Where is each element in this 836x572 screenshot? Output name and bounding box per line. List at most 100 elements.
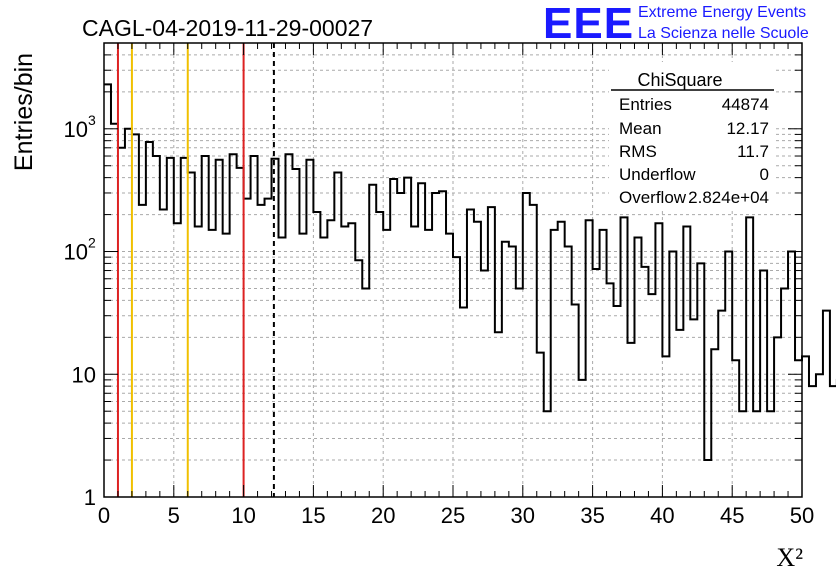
histogram-bin — [558, 222, 565, 497]
histogram-bin — [781, 288, 788, 497]
y-tick-label-1000: 10 — [64, 117, 88, 142]
histogram-bin — [411, 226, 418, 497]
histogram-bin — [334, 173, 341, 497]
histogram-bin — [383, 230, 390, 497]
histogram-bin — [628, 343, 635, 497]
reference-lines-layer — [116, 43, 275, 497]
x-tick-label-40: 40 — [650, 503, 674, 528]
histogram-bin — [223, 234, 230, 497]
stats-label-rms: RMS — [619, 142, 657, 161]
histogram-bin — [614, 306, 621, 497]
eee-logo: EEE — [543, 0, 635, 48]
histogram-bin — [160, 209, 167, 497]
histogram-bin — [230, 154, 237, 497]
histogram-bin — [551, 230, 558, 497]
chart-title: CAGL-04-2019-11-29-00027 — [82, 15, 373, 41]
x-tick-label-20: 20 — [371, 503, 395, 528]
histogram-bin — [697, 263, 704, 497]
histogram-bin — [237, 168, 244, 497]
x-axis-label: X² — [776, 543, 803, 572]
histogram-bin — [341, 226, 348, 497]
x-tick-label-10: 10 — [231, 503, 255, 528]
histogram-bin — [418, 183, 425, 497]
histogram-bin — [509, 246, 516, 497]
histogram-bin — [530, 205, 537, 497]
histogram-bin — [188, 173, 195, 497]
histogram-bin — [244, 199, 251, 497]
stats-label-overflow: Overflow — [619, 188, 687, 207]
histogram-bin — [460, 307, 467, 497]
y-tick-label-1: 1 — [84, 485, 96, 510]
histogram-bin — [139, 205, 146, 497]
stats-label-entries: Entries — [619, 95, 672, 114]
histogram-bin — [216, 160, 223, 497]
histogram-bin — [390, 179, 397, 497]
stats-value-entries: 44874 — [722, 95, 769, 114]
histogram-bin — [104, 84, 111, 497]
histogram-bin — [537, 353, 544, 497]
histogram-bin — [453, 257, 460, 497]
stats-box: ChiSquare Entries 44874 Mean 12.17 RMS 1… — [609, 62, 776, 210]
histogram-bin — [320, 238, 327, 497]
histogram-bin — [118, 148, 125, 497]
histogram-bin — [432, 193, 439, 497]
x-tick-label-25: 25 — [441, 503, 465, 528]
x-tick-label-50: 50 — [790, 503, 814, 528]
histogram-bin — [704, 460, 711, 497]
x-tick-label-15: 15 — [301, 503, 325, 528]
x-tick-label-35: 35 — [580, 503, 604, 528]
histogram-bin — [641, 267, 648, 497]
histogram-bin — [502, 242, 509, 497]
stats-value-rms: 11.7 — [737, 142, 769, 161]
histogram-bin — [739, 411, 746, 497]
histogram-bin — [565, 246, 572, 497]
histogram-bin — [732, 360, 739, 497]
histogram-bin — [355, 260, 362, 497]
x-tick-label-30: 30 — [511, 503, 535, 528]
x-tick-label-5: 5 — [168, 503, 180, 528]
logo-line-1: Extreme Energy Events — [638, 4, 807, 21]
histogram-bin — [376, 212, 383, 497]
stats-value-underflow: 0 — [760, 165, 769, 184]
histogram-bin — [111, 124, 118, 497]
histogram-bin — [481, 271, 488, 497]
histogram-bin — [802, 356, 809, 497]
histogram-bin — [690, 319, 697, 497]
histogram-bin — [292, 169, 299, 497]
histogram-bin — [572, 305, 579, 497]
histogram-bin — [669, 252, 676, 497]
histogram-bin — [439, 191, 446, 497]
x-tick-label-45: 45 — [720, 503, 744, 528]
histogram-bin — [327, 220, 334, 497]
histogram-bin — [251, 156, 258, 497]
histogram-bin — [488, 207, 495, 497]
y-tick-exp-1000: 3 — [88, 112, 96, 128]
histogram-bin — [265, 199, 272, 497]
histogram-bin — [272, 159, 279, 497]
histogram-bin — [474, 222, 481, 497]
y-axis-label: Entries/bin — [10, 53, 38, 171]
histogram-bin — [516, 288, 523, 497]
histogram-bin — [195, 226, 202, 497]
histogram-bin — [167, 158, 174, 497]
y-tick-label-100: 10 — [64, 240, 88, 265]
x-tick-label-0: 0 — [98, 503, 110, 528]
histogram-bin — [760, 271, 767, 497]
histogram-bin — [174, 223, 181, 497]
y-tick-label-10: 10 — [72, 362, 96, 387]
histogram-bin — [313, 212, 320, 497]
histogram-bin — [634, 238, 641, 497]
histogram-bin — [544, 411, 551, 497]
histogram-bin — [816, 374, 823, 497]
histogram-bin — [600, 230, 607, 497]
histogram-bin — [607, 283, 614, 497]
histogram-bin — [725, 252, 732, 497]
histogram-bin — [299, 234, 306, 497]
histogram-bin — [425, 230, 432, 497]
histogram-bin — [753, 411, 760, 497]
histogram-bin — [662, 356, 669, 497]
histogram-bin — [446, 234, 453, 497]
histogram-bin — [648, 294, 655, 497]
